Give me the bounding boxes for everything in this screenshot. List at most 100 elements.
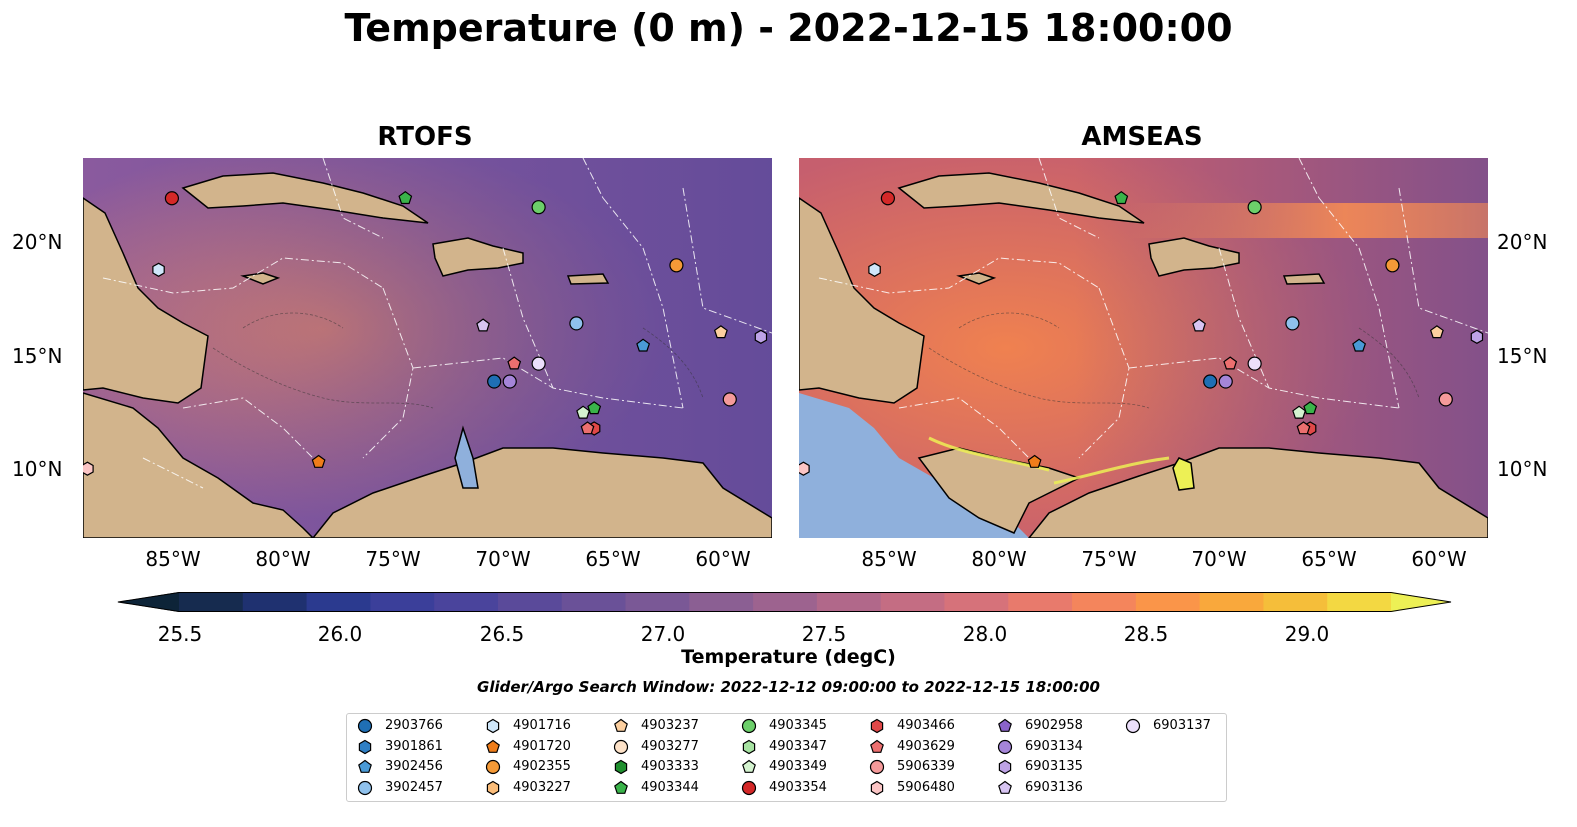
float-marker-4901716[interactable] [152, 262, 165, 277]
float-marker-6903135[interactable] [754, 329, 768, 344]
float-marker-3902457[interactable] [569, 316, 584, 331]
rtofs-map[interactable] [83, 158, 772, 538]
legend-marker-5906480 [870, 780, 884, 795]
legend-label: 2903766 [385, 718, 443, 733]
colorbar-tick-27-0: 27.0 [640, 622, 686, 646]
float-marker-4903345[interactable] [531, 200, 546, 215]
lat-label-10n-right: 10°N [1497, 457, 1548, 481]
float-marker-4903629[interactable] [580, 421, 595, 435]
colorbar-tick-26-5: 26.5 [479, 622, 525, 646]
colorbar-extend-low [117, 592, 179, 612]
legend-marker-4903466 [870, 718, 884, 734]
lat-label-10n-left: 10°N [12, 457, 63, 481]
float-marker-2903766[interactable] [487, 374, 502, 389]
amseas-map[interactable] [799, 158, 1488, 538]
lon-label-85w-left: 85°W [145, 547, 201, 571]
float-marker-6903136[interactable] [476, 318, 490, 332]
colorbar-extend-high [1391, 592, 1451, 612]
float-marker-3902456[interactable] [636, 338, 651, 352]
legend-marker-4903344 [614, 780, 628, 794]
colorbar-segment [1263, 592, 1328, 612]
float-marker-4901720[interactable] [1027, 454, 1042, 468]
legend-marker-4903354 [741, 780, 757, 795]
legend-marker-4903629 [870, 739, 884, 753]
float-marker-4903349[interactable] [1292, 405, 1307, 419]
land-mass [83, 172, 772, 538]
lat-label-15n-right: 15°N [1497, 344, 1548, 368]
pacific-region [799, 393, 1029, 538]
float-marker-4903354[interactable] [880, 191, 896, 206]
lat-label-20n-left: 20°N [12, 230, 63, 254]
figure-title: Temperature (0 m) - 2022-12-15 18:00:00 [344, 6, 1233, 50]
float-marker-5906339[interactable] [722, 392, 737, 407]
legend-label: 4903344 [641, 779, 699, 795]
colorbar-segment [561, 592, 627, 612]
float-marker-6903136[interactable] [1192, 318, 1206, 332]
legend-marker-4903345 [741, 718, 757, 734]
legend-marker-3901861 [358, 739, 372, 754]
legend-marker-6902958 [998, 718, 1012, 732]
colorbar-tick-25-5: 25.5 [157, 622, 203, 646]
legend-marker-3902457 [357, 780, 373, 795]
legend-label: 6903134 [1025, 738, 1083, 754]
legend-marker-4903333 [614, 759, 628, 775]
float-marker-4903237[interactable] [713, 325, 728, 339]
legend-label: 3902457 [385, 779, 443, 795]
panel-title-amseas: AMSEAS [1081, 122, 1203, 152]
panel-title-rtofs: RTOFS [377, 122, 473, 152]
float-marker-6903134[interactable] [502, 374, 517, 389]
float-marker-4903237[interactable] [1429, 325, 1444, 339]
float-marker-5906339[interactable] [1438, 392, 1453, 407]
legend-marker-4903227 [486, 780, 500, 795]
float-marker-5906480[interactable] [83, 461, 94, 476]
legend-label: 4903345 [769, 718, 827, 733]
lon-label-70w-left: 70°W [475, 547, 531, 571]
legend-marker-4901720 [486, 739, 500, 753]
legend-label: 4903347 [769, 738, 827, 754]
lon-label-80w-left: 80°W [255, 547, 311, 571]
legend-marker-4901716 [486, 718, 500, 734]
colorbar-segment [1199, 592, 1264, 612]
float-marker-3902457[interactable] [1285, 316, 1300, 331]
legend-label: 4901716 [513, 718, 571, 733]
colorbar-tick-27-5: 27.5 [801, 622, 847, 646]
float-marker-4903344[interactable] [1114, 190, 1129, 205]
float-marker-4903349[interactable] [576, 405, 591, 419]
legend-label: 4901720 [513, 738, 571, 754]
lon-label-70w-right: 70°W [1191, 547, 1247, 571]
float-marker-6903134[interactable] [1218, 374, 1233, 389]
float-marker-4901716[interactable] [868, 262, 881, 277]
float-marker-6903137[interactable] [1247, 356, 1262, 371]
legend-label: 4903354 [769, 779, 827, 795]
lon-label-75w-left: 75°W [365, 547, 421, 571]
lon-label-80w-right: 80°W [971, 547, 1027, 571]
colorbar-segment [1327, 592, 1392, 612]
colorbar-segment [944, 592, 1009, 612]
float-marker-4903344[interactable] [398, 190, 413, 205]
float-marker-4903344[interactable] [587, 401, 602, 415]
colorbar-tick-26-0: 26.0 [317, 622, 363, 646]
float-marker-4903629[interactable] [1223, 356, 1238, 370]
float-marker-4902355[interactable] [669, 258, 684, 273]
legend-label: 5906339 [897, 759, 955, 774]
float-marker-4903629[interactable] [1296, 421, 1311, 435]
float-marker-4903345[interactable] [1247, 200, 1262, 215]
float-marker-2903766[interactable] [1203, 374, 1218, 389]
float-marker-4903344[interactable] [1303, 401, 1318, 415]
float-marker-4901720[interactable] [311, 454, 326, 468]
float-marker-3902456[interactable] [1352, 338, 1367, 352]
bathymetry-contours [928, 312, 1420, 409]
lat-label-15n-left: 15°N [12, 344, 63, 368]
bathymetry-contours [212, 312, 704, 409]
colorbar-segment [242, 592, 308, 612]
float-marker-5906480[interactable] [799, 461, 810, 476]
legend-marker-6903135 [998, 759, 1012, 775]
float-marker-6903135[interactable] [1470, 329, 1484, 344]
float-marker-6903137[interactable] [531, 356, 546, 371]
legend-label: 4903349 [769, 759, 827, 774]
legend-marker-6903134 [997, 739, 1013, 754]
float-marker-4903354[interactable] [164, 191, 180, 206]
float-marker-4902355[interactable] [1385, 258, 1400, 273]
float-marker-4903629[interactable] [507, 356, 522, 370]
legend-label: 6903137 [1153, 718, 1211, 733]
